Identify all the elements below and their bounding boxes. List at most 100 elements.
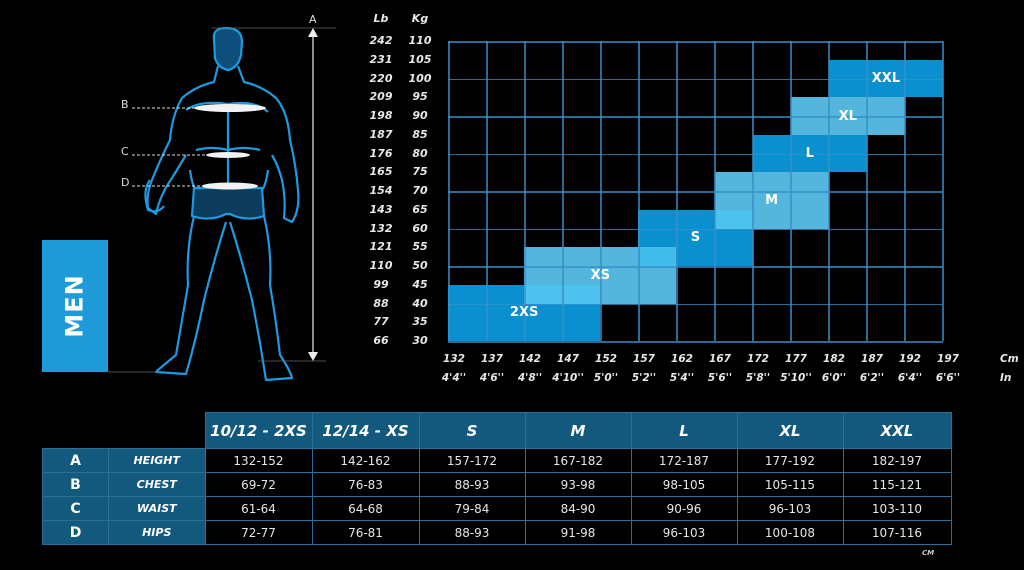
- y-tick-kg: 45: [412, 277, 428, 291]
- table-cell: 64-68: [311, 496, 420, 521]
- size-table: 10/12 - 2XS 12/14 - XS S M L XL XXL A HEI…: [42, 412, 952, 545]
- x-tick-cm: 192: [899, 353, 921, 365]
- table-row: D HIPS 72-77 76-81 88-93 91-98 96-103 100-108 10…: [42, 520, 952, 545]
- measure-name: WAIST: [108, 496, 206, 521]
- measure-label-a: A: [309, 13, 317, 26]
- table-cell: 88-93: [418, 520, 526, 545]
- table-cell: 182-197: [842, 448, 952, 473]
- man-outline-icon: [108, 26, 336, 382]
- y-tick-kg: 90: [412, 109, 428, 122]
- y-tick-kg: 35: [412, 315, 428, 329]
- size-region-label: XXL: [871, 71, 901, 86]
- x-unit-in: In: [1000, 372, 1012, 384]
- y-tick-lb: 110: [369, 259, 393, 272]
- table-cell: 96-103: [630, 520, 738, 545]
- y-tick-kg: 50: [412, 259, 428, 272]
- table-cell: 72-77: [204, 520, 313, 545]
- x-tick-in: 4'8'': [517, 372, 543, 384]
- measure-label-c: C: [121, 145, 129, 158]
- grid-line: [448, 341, 943, 343]
- x-tick-in: 6'0'': [821, 372, 847, 384]
- y-tick-kg: 80: [412, 146, 428, 160]
- table-cell: 132-152: [204, 448, 313, 473]
- y-tick-lb: 187: [369, 127, 393, 141]
- grid-line: [448, 78, 943, 80]
- measure-letter: D: [42, 520, 109, 545]
- x-tick-in: 4'10'': [552, 372, 584, 384]
- x-tick-cm: 147: [557, 353, 579, 365]
- table-cell: 93-98: [524, 472, 632, 497]
- y-tick-kg: 110: [408, 34, 432, 47]
- x-tick-in: 5'10'': [780, 372, 812, 384]
- y-tick-lb: 66: [373, 334, 389, 347]
- y-tick-kg: 95: [412, 90, 428, 104]
- y-tick-lb: 176: [369, 146, 393, 160]
- body-figure: A B C D: [0, 0, 360, 390]
- y-tick-kg: 65: [412, 202, 428, 216]
- y-tick-lb: 220: [369, 71, 393, 85]
- measure-letter: A: [42, 448, 109, 473]
- gender-label: MEN: [61, 274, 89, 338]
- gender-badge: [42, 240, 108, 372]
- size-header: 12/14 - XS: [311, 412, 420, 449]
- gender-label-wrap: MEN: [42, 240, 108, 372]
- x-tick-in: 5'8'': [745, 372, 771, 384]
- x-tick-cm: 172: [747, 353, 769, 365]
- table-cell: 98-105: [630, 472, 738, 497]
- table-cell: 69-72: [204, 472, 313, 497]
- table-row: B CHEST 69-72 76-83 88-93 93-98 98-105 105-115 1…: [42, 472, 952, 497]
- y-tick-kg: 40: [412, 296, 428, 310]
- size-region-label: M: [765, 192, 779, 208]
- measure-name: CHEST: [108, 472, 206, 497]
- table-cell: 115-121: [842, 472, 952, 497]
- size-region-label: S: [690, 230, 701, 246]
- y-tick-kg: 30: [412, 334, 428, 347]
- grid-line: [448, 266, 943, 268]
- table-cell: 79-84: [418, 496, 526, 521]
- measure-name: HIPS: [108, 520, 206, 545]
- x-tick-in: 6'6'': [935, 372, 961, 384]
- table-cell: 88-93: [418, 472, 526, 497]
- x-tick-in: 5'2'': [631, 372, 657, 384]
- size-region-label: XS: [590, 267, 610, 283]
- y-unit-kg: Kg: [411, 12, 429, 25]
- size-overlap: [638, 247, 677, 266]
- table-cell: 142-162: [311, 448, 420, 473]
- measure-letter: C: [42, 496, 109, 521]
- grid-line: [448, 303, 943, 305]
- y-tick-lb: 165: [369, 165, 393, 179]
- x-tick-cm: 187: [861, 353, 883, 365]
- table-cell: 167-182: [524, 448, 632, 473]
- table-cell: 107-116: [842, 520, 952, 545]
- table-cell: 96-103: [736, 496, 844, 521]
- measure-label-d: D: [121, 176, 130, 189]
- y-unit-lb: Lb: [373, 12, 389, 25]
- measure-letter: B: [42, 472, 109, 497]
- y-tick-lb: 209: [369, 90, 393, 104]
- table-row: A HEIGHT 132-152 142-162 157-172 167-182 172-1…: [42, 448, 952, 473]
- size-header: M: [524, 412, 632, 449]
- size-region-label: L: [805, 146, 814, 161]
- x-tick-cm: 157: [633, 353, 655, 365]
- x-tick-cm: 167: [709, 353, 731, 365]
- grid-line: [448, 191, 943, 193]
- table-cell: 76-83: [311, 472, 420, 497]
- y-tick-kg: 100: [408, 71, 432, 85]
- table-cell: 177-192: [736, 448, 844, 473]
- y-tick-lb: 132: [369, 221, 393, 235]
- y-tick-kg: 105: [408, 52, 432, 66]
- table-cell: 105-115: [736, 472, 844, 497]
- size-region-label: XL: [838, 108, 857, 124]
- y-tick-lb: 121: [369, 240, 393, 254]
- x-tick-in: 5'4'': [669, 372, 695, 384]
- measure-label-b: B: [121, 98, 129, 111]
- x-tick-cm: 182: [823, 353, 845, 365]
- table-cell: 91-98: [524, 520, 632, 545]
- x-tick-cm: 162: [671, 353, 693, 365]
- x-tick-cm: 152: [595, 353, 617, 365]
- size-header: XL: [736, 412, 844, 449]
- x-tick-in: 6'4'': [897, 372, 923, 384]
- grid-line: [448, 41, 943, 43]
- y-tick-lb: 198: [369, 109, 393, 122]
- size-header: S: [418, 412, 526, 449]
